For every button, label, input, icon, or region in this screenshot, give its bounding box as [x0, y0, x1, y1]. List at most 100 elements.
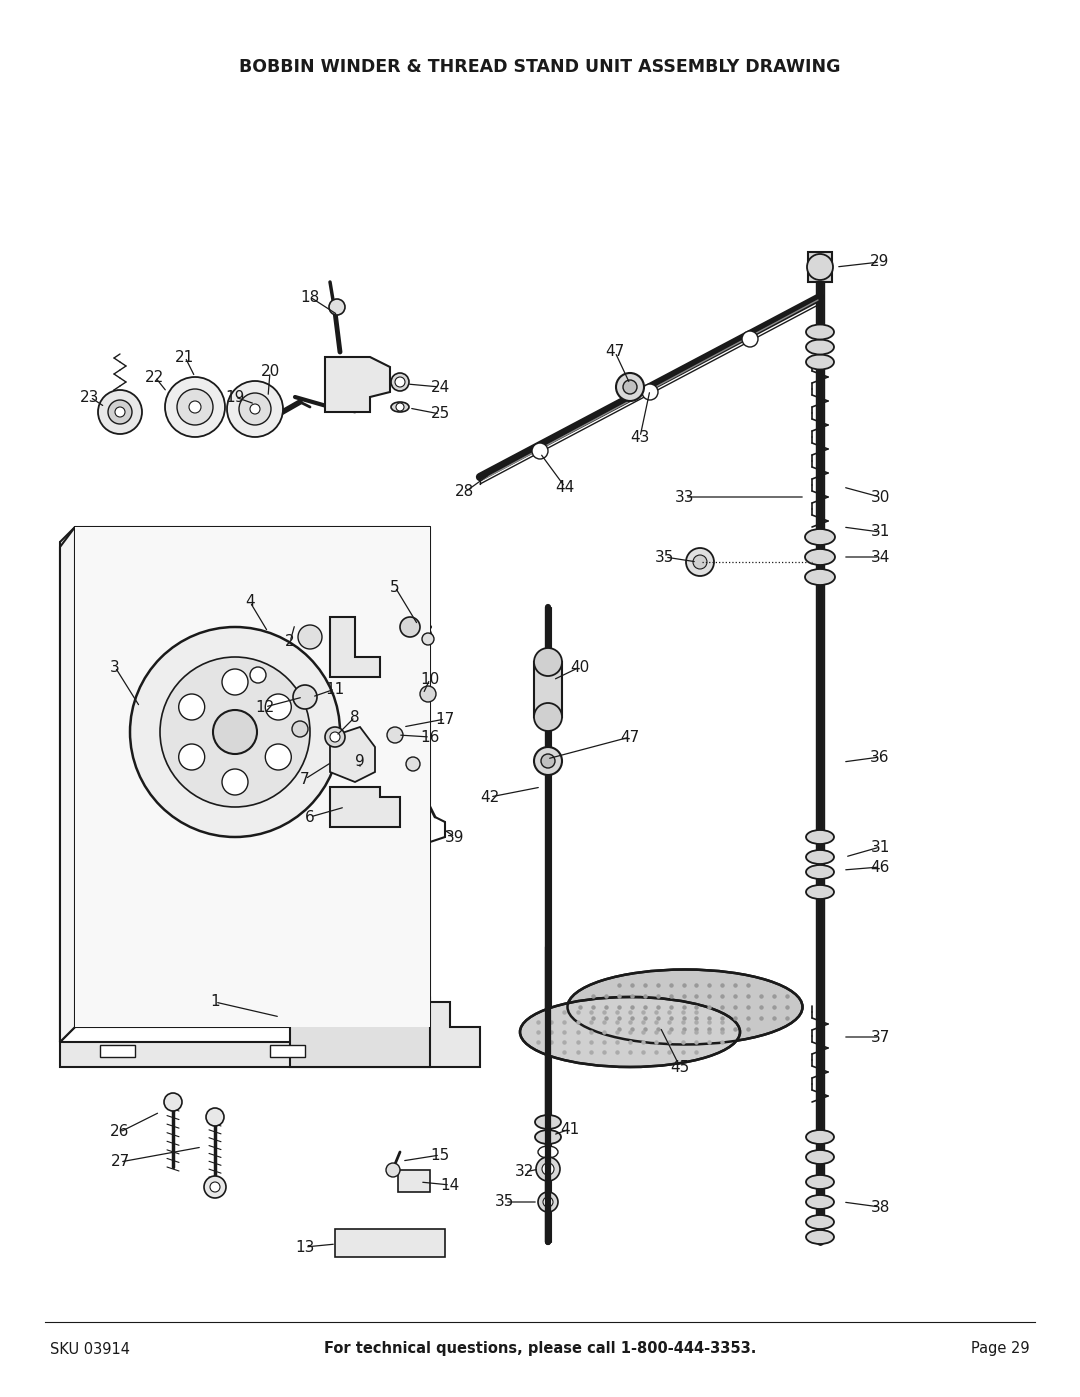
Circle shape — [213, 710, 257, 754]
Ellipse shape — [806, 355, 834, 369]
Text: 28: 28 — [456, 485, 474, 500]
Circle shape — [266, 694, 292, 719]
Text: 27: 27 — [110, 1154, 130, 1169]
Text: 36: 36 — [870, 750, 890, 764]
Text: 40: 40 — [570, 659, 590, 675]
Circle shape — [222, 669, 248, 694]
Ellipse shape — [806, 830, 834, 844]
Circle shape — [396, 402, 404, 411]
Ellipse shape — [391, 402, 409, 412]
Text: 23: 23 — [80, 390, 99, 405]
Circle shape — [108, 400, 132, 425]
Circle shape — [292, 721, 308, 738]
Circle shape — [227, 381, 283, 437]
Text: 6: 6 — [306, 809, 315, 824]
Text: 9: 9 — [355, 754, 365, 770]
Circle shape — [210, 1182, 220, 1192]
Text: 19: 19 — [226, 390, 245, 405]
Bar — [399, 1171, 430, 1192]
Text: 4: 4 — [245, 595, 255, 609]
Circle shape — [534, 648, 562, 676]
Circle shape — [541, 754, 555, 768]
Circle shape — [330, 732, 340, 742]
Circle shape — [536, 1157, 561, 1180]
Text: 35: 35 — [496, 1194, 515, 1210]
Circle shape — [742, 331, 758, 346]
Circle shape — [422, 633, 434, 645]
Text: BOBBIN WINDER & THREAD STAND UNIT ASSEMBLY DRAWING: BOBBIN WINDER & THREAD STAND UNIT ASSEMB… — [240, 59, 840, 75]
Text: 20: 20 — [260, 365, 280, 380]
Circle shape — [391, 373, 409, 391]
Polygon shape — [330, 726, 375, 782]
Ellipse shape — [806, 1194, 834, 1208]
Ellipse shape — [567, 970, 802, 1045]
Text: 38: 38 — [870, 1200, 890, 1214]
Text: 18: 18 — [300, 289, 320, 305]
Ellipse shape — [805, 549, 835, 564]
Circle shape — [642, 384, 658, 400]
Text: 47: 47 — [620, 729, 639, 745]
Circle shape — [395, 377, 405, 387]
Text: 3: 3 — [110, 659, 120, 675]
Circle shape — [222, 768, 248, 795]
Text: 16: 16 — [420, 729, 440, 745]
Text: 5: 5 — [390, 580, 400, 595]
Circle shape — [178, 745, 205, 770]
Circle shape — [693, 555, 707, 569]
Text: 37: 37 — [870, 1030, 890, 1045]
Text: 33: 33 — [675, 489, 694, 504]
Text: 11: 11 — [325, 682, 345, 697]
Text: 32: 32 — [515, 1165, 535, 1179]
Circle shape — [543, 1197, 553, 1207]
Text: 26: 26 — [110, 1125, 130, 1140]
Text: 30: 30 — [870, 489, 890, 504]
Text: 43: 43 — [631, 429, 650, 444]
Ellipse shape — [806, 1229, 834, 1243]
Text: 41: 41 — [561, 1122, 580, 1137]
Circle shape — [386, 1162, 400, 1178]
Ellipse shape — [805, 569, 835, 585]
Text: 31: 31 — [870, 524, 890, 539]
Text: 34: 34 — [870, 549, 890, 564]
Circle shape — [420, 686, 436, 703]
Ellipse shape — [805, 529, 835, 545]
Polygon shape — [330, 787, 400, 827]
Text: 47: 47 — [606, 345, 624, 359]
Text: 14: 14 — [441, 1178, 460, 1193]
Circle shape — [293, 685, 318, 710]
Text: Page 29: Page 29 — [971, 1341, 1030, 1356]
Circle shape — [387, 726, 403, 743]
Circle shape — [686, 548, 714, 576]
Ellipse shape — [538, 1146, 558, 1158]
Text: 46: 46 — [870, 859, 890, 875]
Text: 31: 31 — [870, 840, 890, 855]
Ellipse shape — [806, 1215, 834, 1229]
Circle shape — [114, 407, 125, 416]
Circle shape — [406, 757, 420, 771]
Text: 39: 39 — [445, 830, 464, 845]
Ellipse shape — [806, 1130, 834, 1144]
Ellipse shape — [806, 1150, 834, 1164]
Circle shape — [542, 1162, 554, 1175]
Circle shape — [807, 254, 833, 279]
Polygon shape — [300, 957, 420, 997]
Text: 44: 44 — [555, 479, 575, 495]
Text: 8: 8 — [350, 710, 360, 725]
Text: 29: 29 — [870, 254, 890, 270]
Circle shape — [177, 388, 213, 425]
Circle shape — [623, 380, 637, 394]
Ellipse shape — [535, 1115, 561, 1129]
Circle shape — [325, 726, 345, 747]
Circle shape — [164, 1092, 183, 1111]
Circle shape — [160, 657, 310, 807]
Text: 10: 10 — [420, 672, 440, 686]
Text: 12: 12 — [255, 700, 274, 714]
Text: 1: 1 — [211, 995, 220, 1010]
Circle shape — [616, 373, 644, 401]
Polygon shape — [60, 1002, 480, 1067]
Ellipse shape — [806, 849, 834, 863]
Circle shape — [266, 745, 292, 770]
Text: SKU 03914: SKU 03914 — [50, 1341, 130, 1356]
Bar — [270, 1045, 305, 1058]
Polygon shape — [330, 617, 380, 678]
